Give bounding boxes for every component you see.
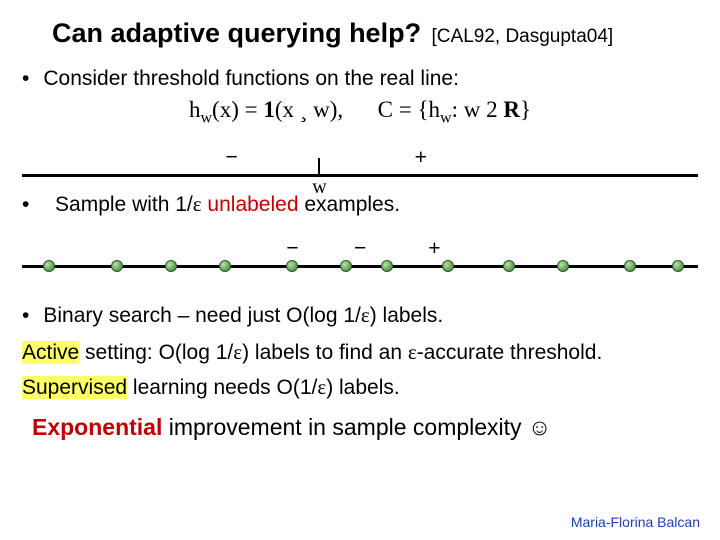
title-row: Can adaptive querying help? [CAL92, Dasg…	[52, 18, 698, 49]
supervised-line: Supervised learning needs O(1/ε) labels.	[22, 375, 698, 400]
exponential-line: Exponential improvement in sample comple…	[32, 414, 698, 441]
footer-author: Maria-Florina Balcan	[571, 514, 700, 530]
bullet-1: Consider threshold functions on the real…	[22, 67, 698, 91]
formula: hw(x) = 1(x ¸ w), C = {hw: w 2 R}	[22, 97, 698, 128]
citation: [CAL92, Dasgupta04]	[432, 26, 614, 47]
number-line-2: −−+	[22, 233, 698, 289]
bullet-1-text: Consider threshold functions on the real…	[43, 67, 459, 90]
active-line: Active setting: O(log 1/ε) labels to fin…	[22, 340, 698, 365]
bullet-3: Binary search – need just O(log 1/ε) lab…	[22, 303, 698, 328]
slide-title: Can adaptive querying help?	[52, 18, 421, 48]
number-line-1: −+w	[22, 136, 698, 196]
